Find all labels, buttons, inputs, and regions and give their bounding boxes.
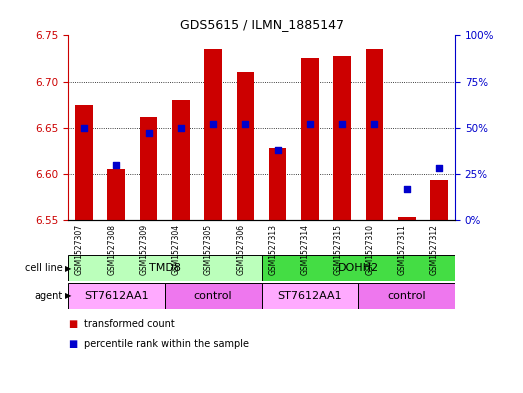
Bar (430, 180, 448, 220)
Point (338, 121, 346, 127)
Bar (262, 255, 455, 281)
Bar (333, 56, 351, 220)
Bar (140, 117, 157, 220)
Bar (204, 49, 222, 220)
Text: GSM1527314: GSM1527314 (301, 224, 310, 275)
Text: ▶: ▶ (65, 291, 72, 300)
Point (241, 121, 249, 127)
Text: GSM1527307: GSM1527307 (75, 224, 84, 275)
Text: control: control (388, 291, 426, 301)
Point (144, 130, 153, 136)
Text: GSM1527312: GSM1527312 (430, 224, 439, 275)
Bar (398, 217, 415, 220)
Text: GSM1527304: GSM1527304 (172, 224, 181, 275)
Text: ▶: ▶ (65, 264, 72, 273)
Bar (301, 59, 319, 220)
Point (274, 147, 282, 153)
Text: GSM1527311: GSM1527311 (397, 224, 407, 275)
Text: GSM1527305: GSM1527305 (204, 224, 213, 275)
Bar (68, 283, 165, 309)
Bar (68, 255, 262, 281)
Point (112, 162, 120, 168)
Text: ST7612AA1: ST7612AA1 (278, 291, 342, 301)
Text: GSM1527308: GSM1527308 (107, 224, 116, 275)
Bar (236, 72, 254, 220)
Bar (75, 105, 93, 220)
Bar (358, 283, 455, 309)
Text: DOHH2: DOHH2 (338, 263, 379, 273)
Text: percentile rank within the sample: percentile rank within the sample (84, 339, 248, 349)
Text: GSM1527313: GSM1527313 (269, 224, 278, 275)
Text: GSM1527306: GSM1527306 (236, 224, 245, 275)
Text: agent: agent (35, 291, 63, 301)
Title: GDS5615 / ILMN_1885147: GDS5615 / ILMN_1885147 (179, 18, 344, 31)
Text: GSM1527315: GSM1527315 (333, 224, 342, 275)
Text: GSM1527309: GSM1527309 (140, 224, 149, 275)
Text: ST7612AA1: ST7612AA1 (84, 291, 149, 301)
Text: GSM1527310: GSM1527310 (366, 224, 374, 275)
Bar (172, 100, 190, 220)
Point (177, 125, 185, 131)
Point (80, 125, 88, 131)
Point (370, 121, 379, 127)
Text: transformed count: transformed count (84, 319, 175, 329)
Bar (165, 283, 262, 309)
Bar (366, 49, 383, 220)
Point (305, 121, 314, 127)
Point (403, 185, 411, 192)
Bar (108, 169, 125, 220)
Bar (269, 148, 287, 220)
Bar (262, 283, 358, 309)
Point (209, 121, 218, 127)
Text: TMD8: TMD8 (149, 263, 181, 273)
Point (435, 165, 443, 171)
Text: ■: ■ (68, 339, 77, 349)
Text: cell line: cell line (25, 263, 63, 273)
Text: control: control (194, 291, 232, 301)
Text: ■: ■ (68, 319, 77, 329)
